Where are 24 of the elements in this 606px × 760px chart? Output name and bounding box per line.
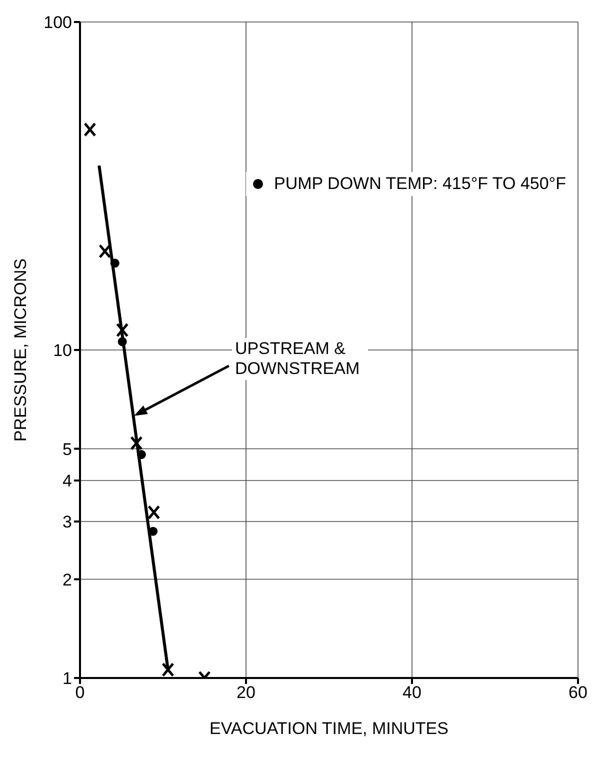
point	[98, 244, 112, 259]
x-tick-label: 20	[236, 683, 256, 702]
y-tick-label: 10	[53, 341, 72, 360]
y-tick-label: 2	[62, 570, 72, 590]
y-tick-label: 3	[62, 512, 72, 532]
point	[110, 258, 120, 268]
point	[84, 122, 96, 137]
point	[162, 662, 174, 677]
x-tick-label: 40	[402, 683, 422, 702]
x-tick-label: 60	[568, 683, 588, 702]
point	[148, 505, 160, 520]
y-tick-label: 5	[62, 440, 72, 459]
point	[116, 322, 129, 338]
y-tick-label: 4	[62, 472, 72, 491]
legend-label: PUMP DOWN TEMP: 415°F TO 450°F	[274, 174, 566, 194]
annotation: UPSTREAM & DOWNSTREAM	[232, 338, 368, 380]
y-tick-label: 100	[44, 13, 72, 32]
x-axis-title: EVACUATION TIME, MINUTES	[210, 719, 448, 738]
point	[118, 337, 127, 346]
point	[136, 450, 146, 460]
y-axis-title: PRESSURE, MICRONS	[11, 258, 30, 442]
x-tick-label: 0	[75, 683, 85, 702]
y-tick-label: 1	[62, 669, 72, 688]
point	[130, 436, 143, 450]
